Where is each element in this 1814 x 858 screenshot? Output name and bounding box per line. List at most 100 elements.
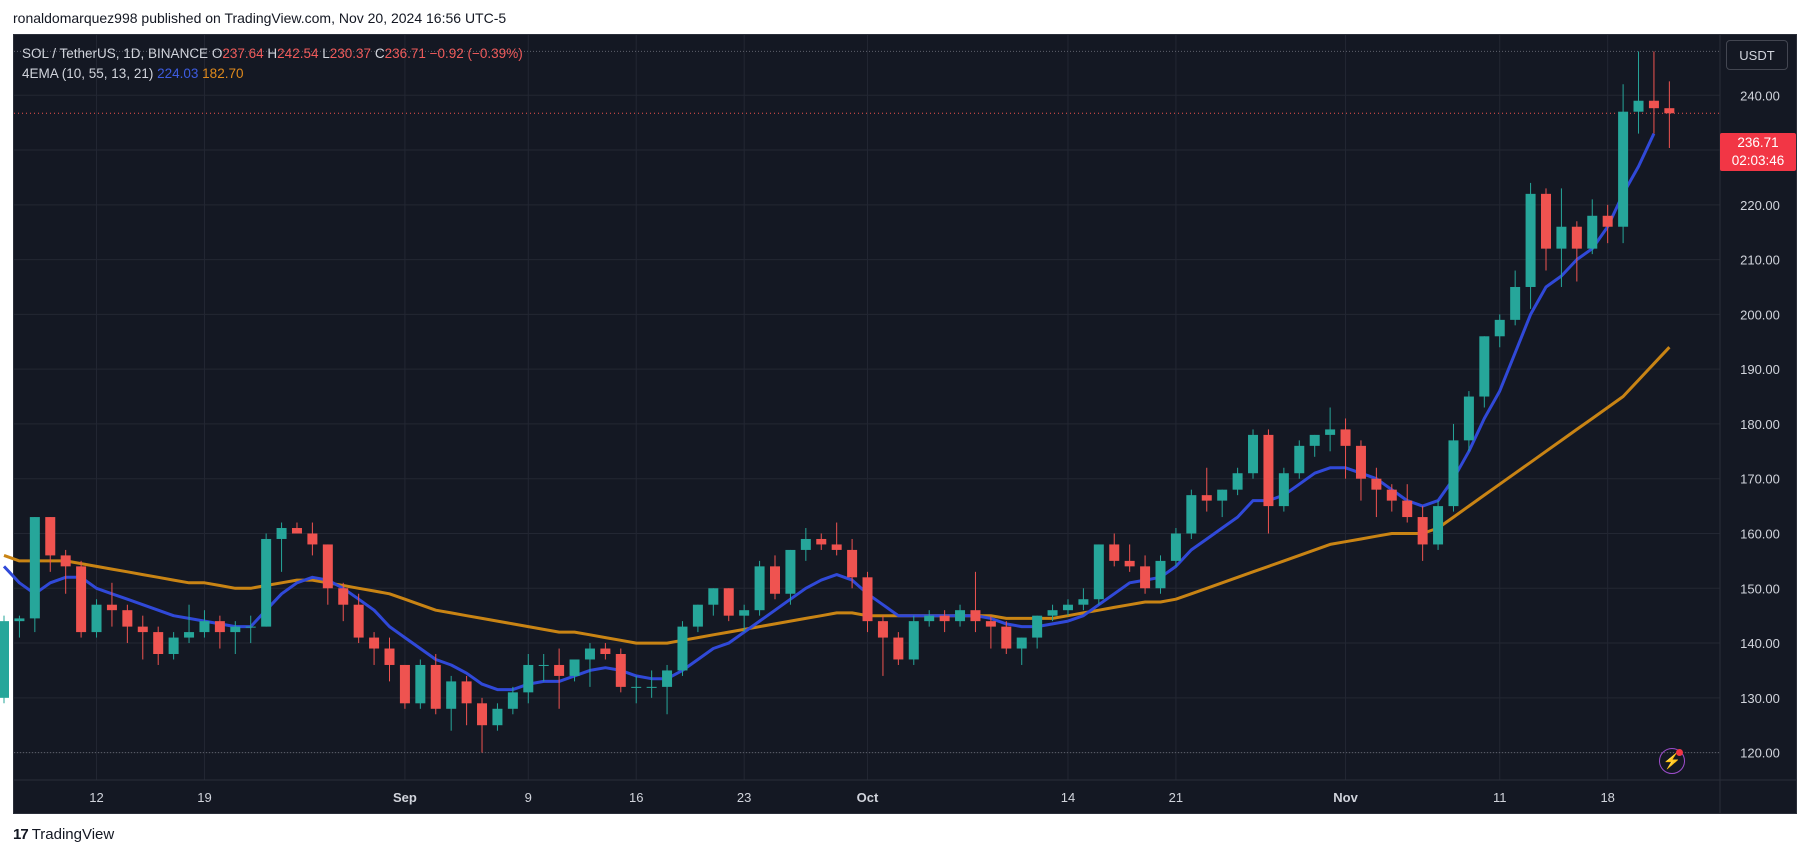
candle	[1016, 637, 1027, 665]
candle	[338, 582, 349, 622]
candle-body	[1016, 637, 1027, 649]
candle-body	[1340, 429, 1351, 446]
candle	[862, 571, 873, 633]
candle-body	[0, 621, 9, 698]
candle-body	[770, 566, 780, 594]
candle-body	[1463, 396, 1474, 441]
candle	[45, 517, 56, 572]
candle-body	[1032, 615, 1043, 638]
candle	[893, 632, 904, 665]
candle	[924, 610, 935, 627]
candle-body	[800, 538, 811, 550]
candle	[1648, 51, 1659, 134]
open-value: 237.64	[222, 46, 264, 61]
ema-indicator-label[interactable]: 4EMA (10, 55, 13, 21)	[22, 66, 154, 81]
candle	[1371, 467, 1382, 518]
candle	[353, 593, 364, 644]
candle-body	[168, 637, 179, 655]
candle	[584, 643, 595, 687]
ema-lines	[2, 132, 1671, 692]
candle	[800, 528, 811, 561]
candle	[723, 588, 734, 622]
candle	[1201, 467, 1212, 512]
candle-body	[1124, 560, 1135, 567]
symbol-label[interactable]: SOL / TetherUS, 1D, BINANCE	[22, 46, 209, 61]
candle	[276, 522, 287, 572]
candle	[291, 522, 302, 534]
candle	[1109, 533, 1120, 567]
candle	[1556, 188, 1567, 287]
y-tick-label: 160.00	[1740, 526, 1780, 541]
candle	[29, 517, 40, 633]
candle-body	[106, 604, 117, 611]
candle	[785, 549, 796, 605]
candle	[1541, 188, 1551, 271]
x-tick-label: 18	[1600, 790, 1614, 805]
y-tick-label: 220.00	[1740, 198, 1780, 213]
candle-body	[1217, 489, 1228, 501]
candle	[0, 615, 9, 704]
candle	[1510, 270, 1521, 326]
candle	[877, 615, 888, 676]
candle	[1263, 429, 1274, 534]
candle	[1309, 434, 1320, 457]
candle-body	[276, 528, 287, 539]
candle-body	[1248, 434, 1259, 474]
axes: 120.00 130.00 140.00 150.00 160.00 170.00 180.…	[14, 35, 1797, 814]
low-value: 230.37	[329, 46, 372, 61]
candle-body	[739, 610, 750, 616]
candle-body	[662, 670, 673, 687]
candle	[615, 648, 626, 693]
candle	[631, 675, 642, 704]
currency-button[interactable]: USDT	[1726, 40, 1788, 70]
candle-body	[230, 626, 241, 633]
candle	[1047, 604, 1058, 622]
candle-body	[677, 626, 688, 671]
candle	[14, 615, 25, 638]
candle	[214, 615, 225, 649]
candle-body	[1170, 533, 1181, 561]
candle	[970, 571, 981, 633]
candle-body	[924, 615, 935, 622]
candle	[662, 664, 673, 715]
candle	[415, 659, 426, 709]
candle	[307, 522, 318, 556]
candle	[1093, 544, 1104, 605]
candle-body	[384, 648, 395, 665]
candle	[261, 533, 272, 627]
candle	[708, 588, 719, 616]
x-tick-label: 21	[1169, 790, 1183, 805]
candle-body	[1648, 100, 1659, 109]
candle-body	[415, 664, 426, 704]
candle	[955, 604, 966, 627]
candle-body	[723, 588, 734, 616]
ema-fast-line	[2, 132, 1656, 692]
candle	[985, 615, 996, 649]
candle-body	[908, 621, 919, 660]
candle-body	[523, 664, 534, 693]
candle	[692, 604, 703, 633]
x-tick-label: Oct	[857, 790, 879, 805]
candle	[1494, 314, 1505, 348]
candle-body	[214, 621, 225, 633]
y-tick-label: 130.00	[1740, 691, 1780, 706]
candle	[168, 632, 179, 660]
lightning-icon[interactable]: ⚡	[1659, 748, 1685, 774]
candle	[1463, 391, 1474, 452]
candle-body	[76, 566, 87, 633]
candle-body	[877, 621, 888, 638]
candle-body	[1633, 100, 1644, 112]
candle	[1140, 555, 1151, 594]
x-tick-label: Nov	[1333, 790, 1358, 805]
candle	[1186, 489, 1197, 539]
candle-body	[137, 626, 148, 633]
y-tick-label: 150.00	[1740, 581, 1780, 596]
candle-body	[1078, 599, 1089, 605]
candle-body	[245, 626, 256, 628]
candle-body	[1278, 473, 1289, 507]
candle	[1571, 221, 1582, 282]
candle	[1062, 599, 1073, 616]
candle-body	[1140, 566, 1151, 589]
candle-body	[1664, 108, 1675, 114]
